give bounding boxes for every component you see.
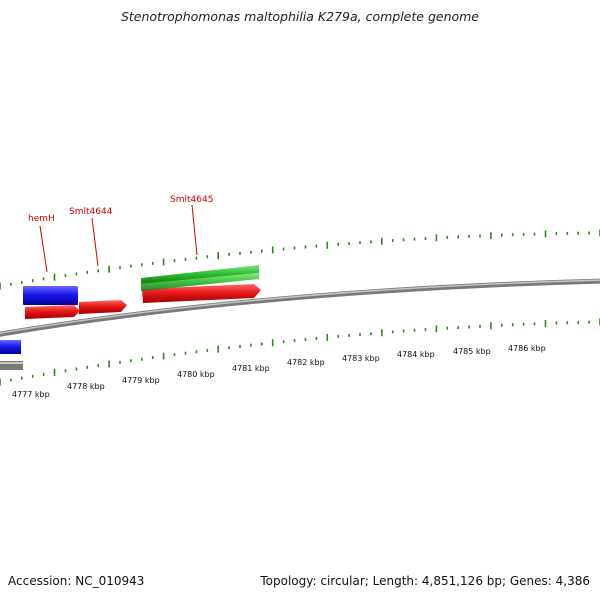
scale-label-4777: 4777 kbp	[12, 390, 50, 399]
inner-tick-ring	[0, 318, 600, 386]
scale-label-4778: 4778 kbp	[67, 382, 105, 391]
gene-label-Smlt4644: Smlt4644	[69, 207, 113, 217]
scale-label-4781: 4781 kbp	[232, 364, 270, 373]
backbone-fragment-highlight	[0, 362, 23, 364]
scale-label-4779: 4779 kbp	[122, 376, 160, 385]
leader-line-Smlt4645	[191, 204, 198, 256]
reverse-gene-fragment[interactable]	[0, 340, 21, 354]
gene-label-Smlt4645: Smlt4645	[170, 195, 213, 205]
scale-label-4783: 4783 kbp	[342, 354, 380, 363]
leader-line-hemH	[39, 225, 48, 273]
genome-summary-text: Topology: circular; Length: 4,851,126 bp…	[260, 574, 590, 588]
scale-label-4784: 4784 kbp	[397, 350, 435, 359]
forward-gene-Smlt4645[interactable]	[142, 284, 261, 303]
scale-label-4780: 4780 kbp	[177, 370, 215, 379]
accession-text: Accession: NC_010943	[8, 574, 145, 588]
backbone-fragment	[0, 361, 23, 370]
backbone-track	[0, 278, 600, 337]
rna-feature-upper[interactable]	[141, 265, 259, 284]
outer-tick-ring	[0, 229, 600, 290]
rna-feature-lower[interactable]	[141, 273, 259, 291]
scale-label-4786: 4786 kbp	[508, 344, 546, 353]
leader-line-Smlt4644	[91, 217, 99, 267]
backbone-highlight	[0, 279, 600, 334]
scale-label-4782: 4782 kbp	[287, 358, 325, 367]
gene-label-hemH: hemH	[28, 214, 55, 224]
genome-title: Stenotrophomonas maltophilia K279a, comp…	[120, 9, 480, 24]
reverse-gene-hemH[interactable]	[23, 286, 78, 305]
forward-gene-Smlt4644[interactable]	[79, 300, 127, 314]
forward-gene-hemH[interactable]	[25, 305, 80, 319]
scale-label-4785: 4785 kbp	[453, 347, 491, 356]
